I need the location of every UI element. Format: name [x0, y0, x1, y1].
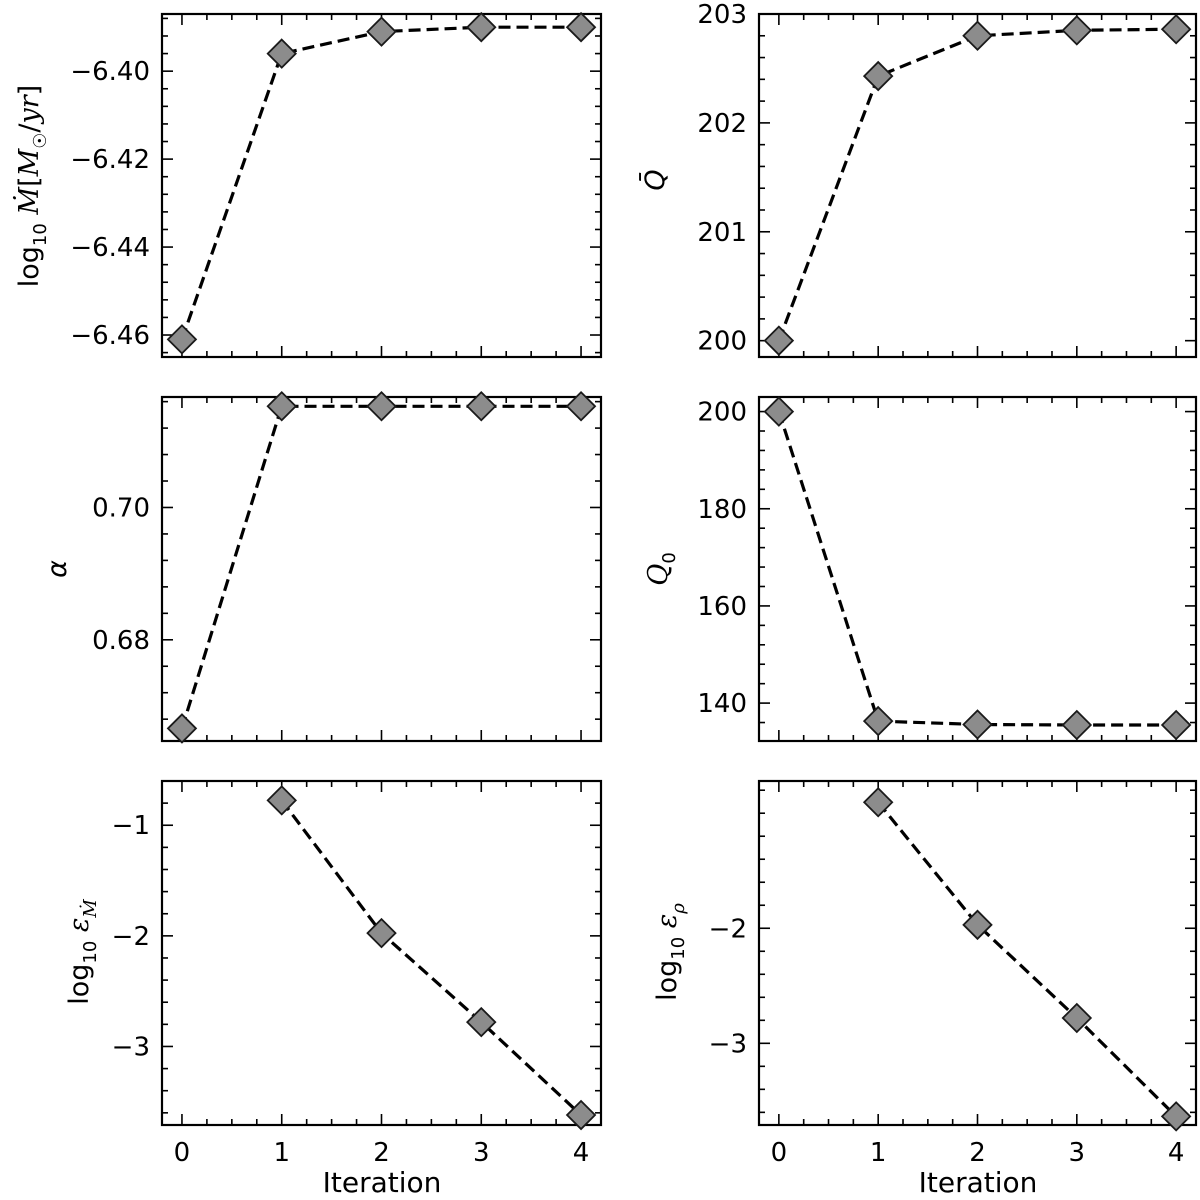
tick-marks	[162, 780, 601, 1125]
data-point-marker	[366, 16, 397, 47]
y-tick-label: −2	[709, 914, 747, 944]
data-point-marker	[1160, 709, 1192, 741]
data-point-marker	[366, 390, 397, 422]
tick-marks	[162, 14, 601, 357]
data-point-marker	[465, 390, 497, 422]
y-tick-label: 160	[697, 592, 747, 622]
data-point-marker	[1061, 15, 1093, 46]
xlabel-left: Iteration	[323, 1166, 442, 1199]
data-point-marker	[1160, 13, 1192, 45]
data-point-marker	[465, 11, 497, 43]
data-point-marker	[166, 324, 198, 355]
tick-marks	[759, 397, 1196, 741]
series-line	[280, 799, 583, 1117]
x-tick-label: 3	[473, 1138, 490, 1168]
y-tick-label: −1	[112, 811, 150, 841]
panel-top-right: 200 201 202 203	[697, 0, 1198, 359]
data-point-marker	[266, 785, 298, 816]
series-line	[777, 27, 1177, 342]
tick-marks	[759, 13, 1196, 357]
ylabel-q-bar: Q̄	[639, 169, 671, 190]
data-point-marker	[565, 390, 597, 422]
y-tick-label: −6.44	[70, 233, 150, 263]
plot-frame	[160, 779, 603, 1127]
y-tick-label: −3	[112, 1032, 150, 1062]
series-line	[180, 25, 581, 340]
panel-bottom-right: −3 −2 0 1 2 3 4	[709, 779, 1198, 1168]
y-tick-label: 180	[697, 495, 747, 525]
panel-bottom-left: −3 −2 −1 0 1 2 3 4	[112, 779, 603, 1168]
plot-frame	[757, 395, 1198, 743]
data-point-marker	[862, 705, 894, 737]
data-point-marker	[763, 396, 795, 427]
ylabel-epsilon-mdot: log10 εṀ	[64, 899, 101, 1005]
data-point-marker	[763, 325, 795, 356]
x-tick-label: 1	[273, 1138, 290, 1168]
plot-frame	[160, 12, 603, 359]
data-point-marker	[465, 1006, 497, 1038]
x-tick-label: 3	[1069, 1138, 1086, 1168]
data-point-marker	[862, 60, 894, 92]
data-point-marker	[565, 11, 597, 43]
x-tick-label: 1	[870, 1138, 887, 1168]
y-tick-label: 0.68	[92, 626, 150, 656]
y-tick-label: 140	[697, 689, 747, 719]
ylabel-mass-loss-rate: log10 Ṁ[M☉/yr]	[12, 85, 51, 287]
y-tick-label: 203	[697, 0, 747, 30]
data-point-marker	[1061, 709, 1093, 741]
data-point-marker	[1061, 1002, 1093, 1034]
x-tick-label: 2	[373, 1138, 390, 1168]
y-tick-label: −6.42	[70, 145, 150, 175]
x-tick-label: 2	[969, 1138, 986, 1168]
data-point-marker	[1160, 1101, 1192, 1132]
data-point-marker	[366, 917, 397, 949]
data-point-marker	[166, 713, 198, 744]
data-point-marker	[962, 709, 993, 740]
panel-middle-right: 140 160 180 200	[697, 395, 1198, 743]
y-tick-label: 0.70	[92, 493, 150, 523]
plot-frame	[757, 12, 1198, 359]
x-tick-label: 4	[1168, 1138, 1185, 1168]
y-tick-label: 200	[697, 398, 747, 428]
y-tick-label: 200	[697, 327, 747, 357]
y-tick-label: 202	[697, 109, 747, 139]
data-point-marker	[962, 20, 993, 52]
x-tick-label: 0	[771, 1138, 788, 1168]
y-tick-label: −3	[709, 1029, 747, 1059]
series-line	[180, 404, 581, 729]
x-tick-label: 4	[573, 1138, 590, 1168]
y-tick-label: 201	[697, 218, 747, 248]
panel-top-left: −6.46 −6.44 −6.42 −6.40	[70, 11, 603, 359]
xlabel-right: Iteration	[919, 1166, 1038, 1199]
ylabel-q0: Q0	[643, 552, 680, 586]
data-point-marker	[962, 909, 993, 941]
series-line	[876, 801, 1178, 1118]
data-point-marker	[565, 1099, 597, 1131]
tick-marks	[162, 397, 601, 741]
y-tick-label: −6.40	[70, 57, 150, 87]
series-line	[777, 411, 1177, 727]
data-point-marker	[266, 390, 298, 422]
data-point-marker	[266, 38, 298, 69]
plot-frame	[160, 395, 603, 743]
ylabel-alpha: α	[42, 560, 73, 578]
panel-middle-left: 0.68 0.70	[92, 390, 603, 744]
data-point-marker	[862, 787, 894, 818]
y-tick-label: −6.46	[70, 321, 150, 351]
x-tick-label: 0	[174, 1138, 191, 1168]
ylabel-epsilon-rho: log10 ερ	[652, 903, 689, 1001]
y-tick-label: −2	[112, 922, 150, 952]
